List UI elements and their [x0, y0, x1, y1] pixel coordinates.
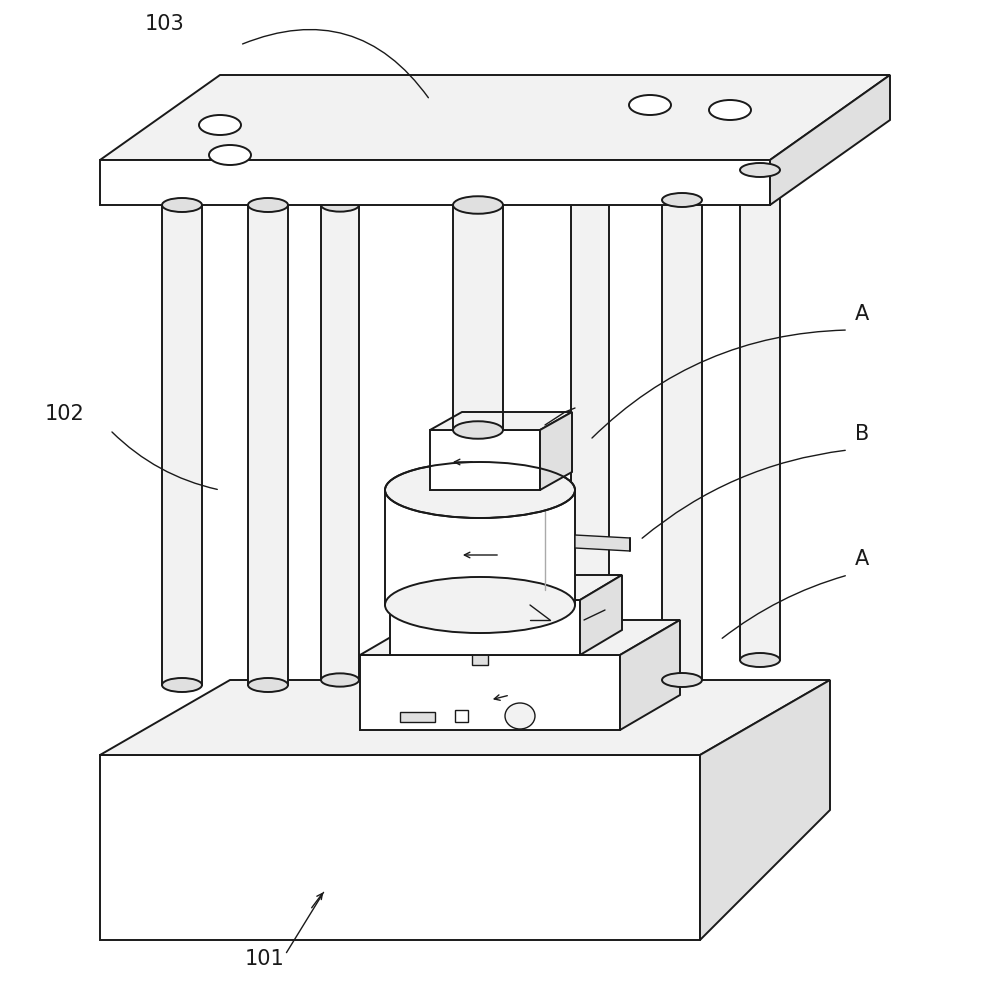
Ellipse shape: [662, 673, 702, 687]
Polygon shape: [100, 75, 890, 160]
Ellipse shape: [571, 183, 609, 196]
Polygon shape: [390, 600, 580, 655]
Ellipse shape: [629, 95, 671, 115]
Polygon shape: [430, 430, 540, 490]
Text: A: A: [855, 549, 869, 569]
FancyArrowPatch shape: [592, 330, 845, 438]
Polygon shape: [700, 680, 830, 940]
Ellipse shape: [571, 663, 609, 677]
Polygon shape: [472, 653, 488, 665]
Bar: [321, 205, 359, 680]
Ellipse shape: [248, 198, 288, 212]
Polygon shape: [455, 710, 468, 722]
Polygon shape: [360, 620, 680, 655]
Text: A: A: [855, 304, 869, 324]
Polygon shape: [400, 712, 435, 722]
Ellipse shape: [740, 163, 780, 177]
Polygon shape: [770, 75, 890, 205]
FancyArrowPatch shape: [722, 576, 845, 638]
Polygon shape: [390, 575, 622, 600]
Ellipse shape: [385, 577, 575, 633]
Ellipse shape: [209, 145, 251, 165]
Text: B: B: [855, 424, 869, 444]
Bar: [662, 200, 702, 680]
Bar: [385, 490, 575, 605]
Polygon shape: [620, 620, 680, 730]
FancyArrowPatch shape: [286, 892, 324, 952]
Text: 102: 102: [45, 404, 85, 424]
Bar: [248, 205, 288, 685]
Polygon shape: [575, 535, 630, 551]
Ellipse shape: [662, 193, 702, 207]
Ellipse shape: [321, 673, 359, 687]
Ellipse shape: [453, 421, 503, 439]
Ellipse shape: [162, 678, 202, 692]
Polygon shape: [540, 412, 572, 490]
Text: 103: 103: [145, 14, 185, 34]
Ellipse shape: [162, 198, 202, 212]
Ellipse shape: [248, 678, 288, 692]
FancyArrowPatch shape: [112, 432, 217, 490]
Polygon shape: [360, 655, 620, 730]
Polygon shape: [100, 160, 770, 205]
Bar: [740, 170, 780, 660]
Bar: [571, 190, 609, 670]
Ellipse shape: [740, 653, 780, 667]
Ellipse shape: [321, 198, 359, 212]
Ellipse shape: [505, 703, 535, 729]
Polygon shape: [430, 412, 572, 430]
Ellipse shape: [385, 462, 575, 518]
FancyArrowPatch shape: [243, 30, 428, 98]
Ellipse shape: [453, 196, 503, 214]
Bar: [162, 205, 202, 685]
Polygon shape: [100, 680, 830, 755]
FancyArrowPatch shape: [642, 450, 845, 538]
Ellipse shape: [199, 115, 241, 135]
Text: 101: 101: [245, 949, 285, 969]
Ellipse shape: [709, 100, 751, 120]
Bar: [453, 205, 503, 430]
Polygon shape: [100, 755, 700, 940]
Polygon shape: [580, 575, 622, 655]
